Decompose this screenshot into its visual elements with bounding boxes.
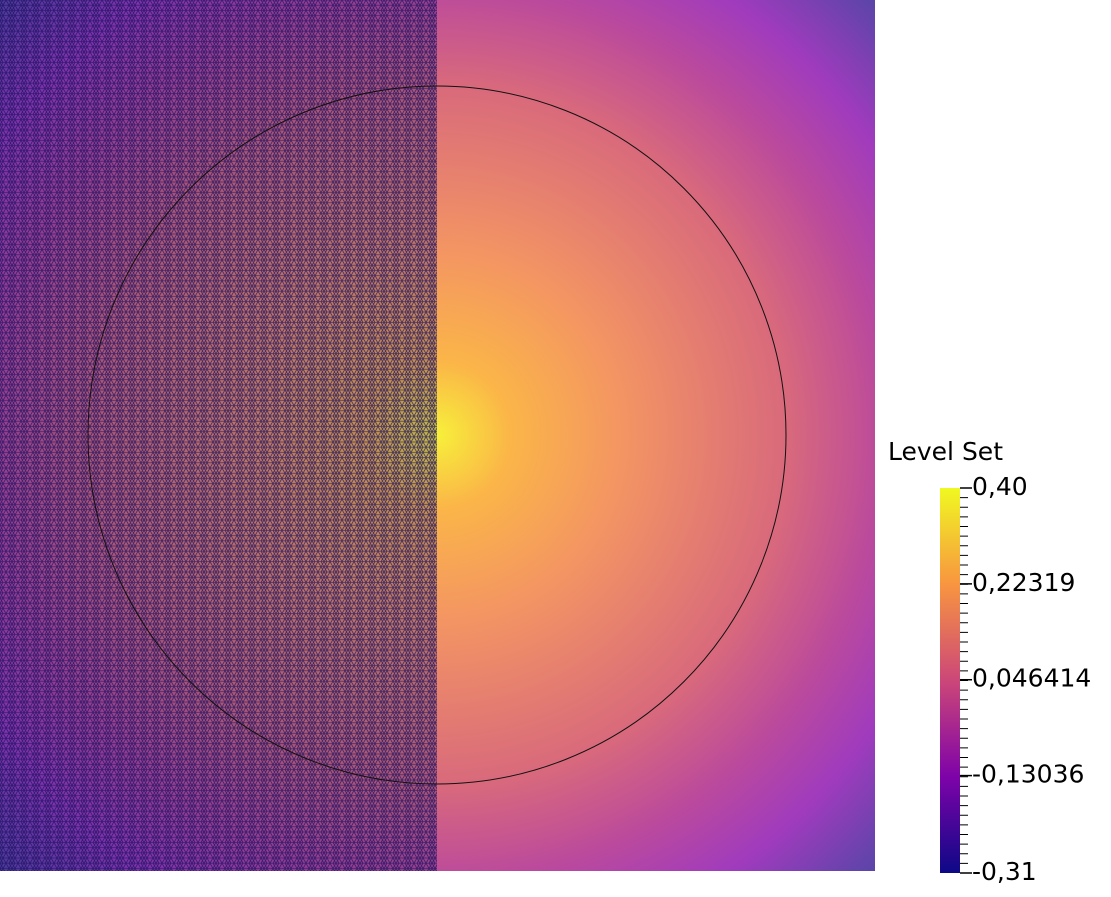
tick-label: 0,40 — [972, 472, 1028, 501]
mesh — [0, 0, 437, 871]
colorbar-ticks: 0,40 0,22319 0,046414 -0,13036 -0,31 — [960, 472, 1091, 886]
zero-contour — [87, 85, 787, 785]
tick-label: 0,22319 — [972, 568, 1075, 597]
tick-label: 0,046414 — [972, 664, 1091, 693]
colorbar-title: Level Set — [888, 437, 1003, 466]
tick-label: -0,31 — [972, 857, 1037, 886]
tick-label: -0,13036 — [972, 760, 1084, 789]
colorbar — [940, 488, 960, 873]
